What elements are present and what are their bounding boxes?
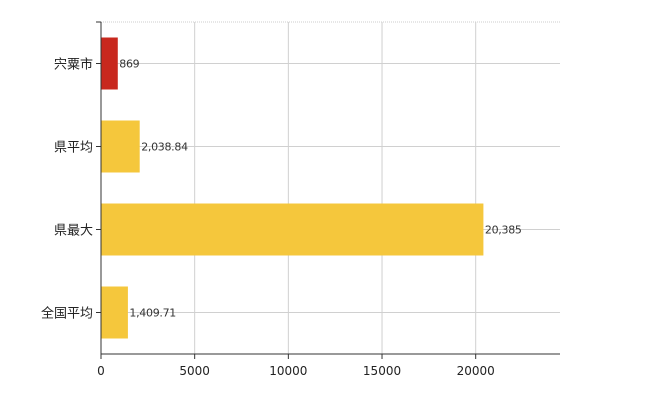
- category-label: 全国平均: [41, 306, 93, 322]
- data-label: 20,385: [485, 224, 522, 237]
- bar: [101, 286, 128, 339]
- grid-lines: [101, 21, 560, 354]
- data-labels: 869 2,038.84 20,385 1,409.71: [119, 58, 522, 320]
- category-label: 県平均: [54, 141, 93, 156]
- x-tick-label: 20000: [457, 364, 495, 378]
- data-label: 2,038.84: [141, 141, 188, 154]
- data-label: 869: [119, 58, 139, 71]
- bar: [101, 203, 484, 256]
- x-tick-label: 10000: [269, 364, 307, 378]
- bar: [101, 120, 140, 173]
- x-tick-labels: 0 5000 10000 15000 20000: [97, 364, 495, 378]
- category-label: 県最大: [54, 224, 93, 239]
- x-tick-label: 5000: [179, 364, 210, 378]
- data-label: 1,409.71: [129, 307, 176, 320]
- bars: [101, 37, 484, 339]
- category-label: 宍粟市: [54, 57, 93, 73]
- x-tick-label: 15000: [363, 364, 401, 378]
- x-tick-label: 0: [97, 364, 105, 378]
- bar: [101, 37, 118, 90]
- axes: [96, 21, 560, 359]
